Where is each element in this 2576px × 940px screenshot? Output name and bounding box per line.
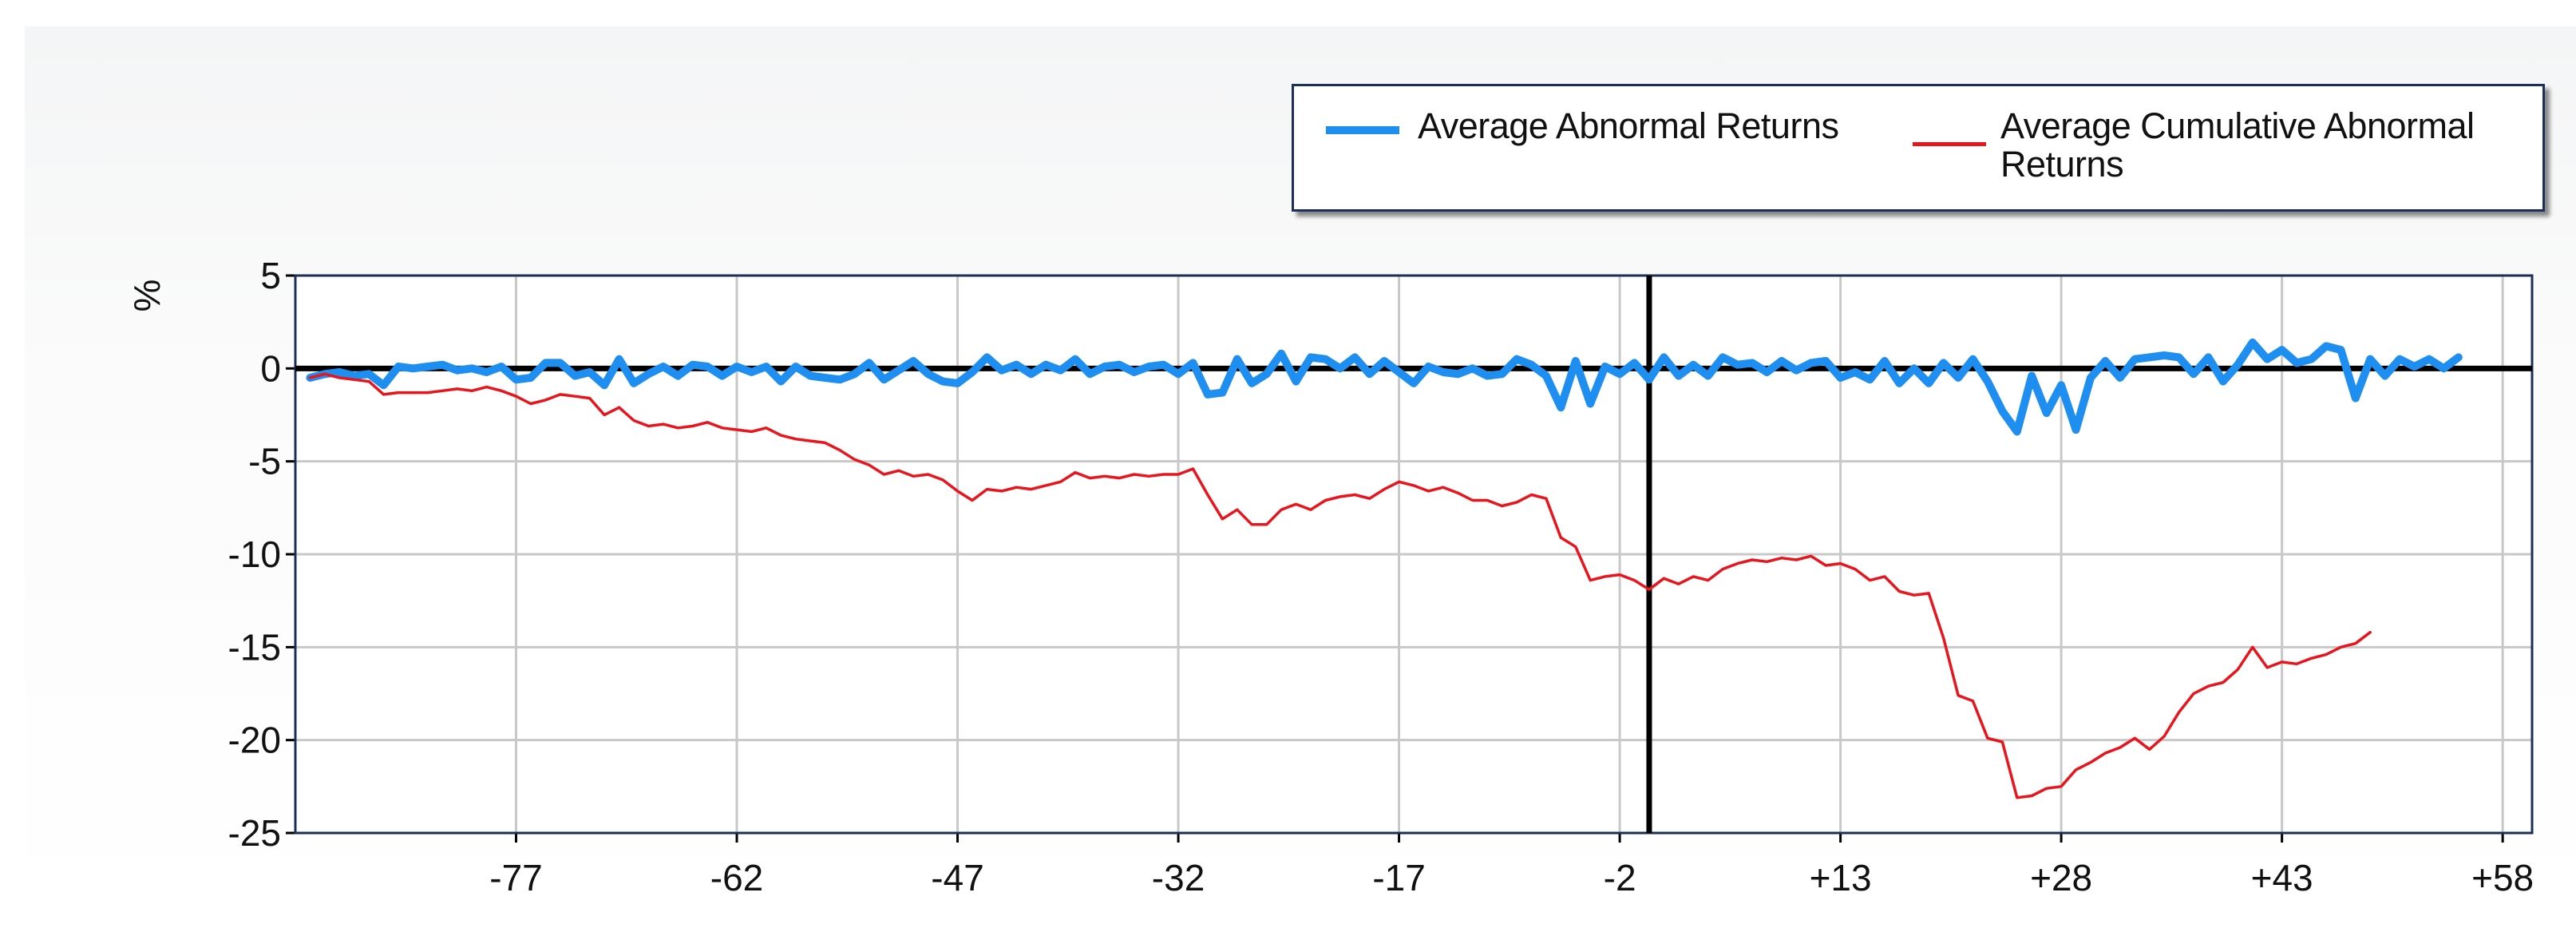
legend-swatch-cumulative-returns (1913, 142, 1986, 146)
y-axis-label: % (126, 280, 168, 312)
series-line-abnormal-returns (306, 338, 2463, 436)
legend-label-abnormal-returns: Average Abnormal Returns (1418, 105, 1839, 146)
x-tick-label: -62 (710, 857, 763, 898)
series-line-cumulative-returns (308, 372, 2372, 799)
legend: Average Abnormal Returns Average Cumulat… (1292, 84, 2545, 212)
plot-border (294, 274, 2534, 835)
x-tick-label: -47 (931, 857, 983, 898)
y-tick-label: 0 (260, 347, 281, 389)
y-tick-label: 5 (260, 255, 281, 296)
legend-label-cumulative-returns: Average Cumulative Abnormal Returns (2000, 105, 2475, 184)
y-tick-label: -5 (248, 441, 281, 482)
x-tick-label: -32 (1152, 857, 1205, 898)
y-tick-label: -15 (228, 626, 281, 668)
y-tick-label: -10 (228, 533, 281, 575)
x-tick-label: -2 (1604, 857, 1636, 898)
x-tick-label: +43 (2251, 857, 2313, 898)
x-tick-label: +28 (2030, 857, 2092, 898)
x-tick-label: +13 (1810, 857, 1872, 898)
y-tick-label: -20 (228, 720, 281, 761)
series (306, 338, 2463, 799)
y-tick-label: -25 (228, 812, 281, 854)
x-tick-label: +58 (2471, 857, 2534, 898)
x-tick-label: -17 (1372, 857, 1425, 898)
gridlines (295, 274, 2532, 835)
tick-labels: 5 0 -5 -10 -15 -20 -25 -77 -62 -47 -32 -17 -2 +13 +28 +… (126, 255, 2534, 898)
x-tick-label: -77 (489, 857, 542, 898)
legend-swatch-abnormal-returns (1326, 126, 1399, 134)
